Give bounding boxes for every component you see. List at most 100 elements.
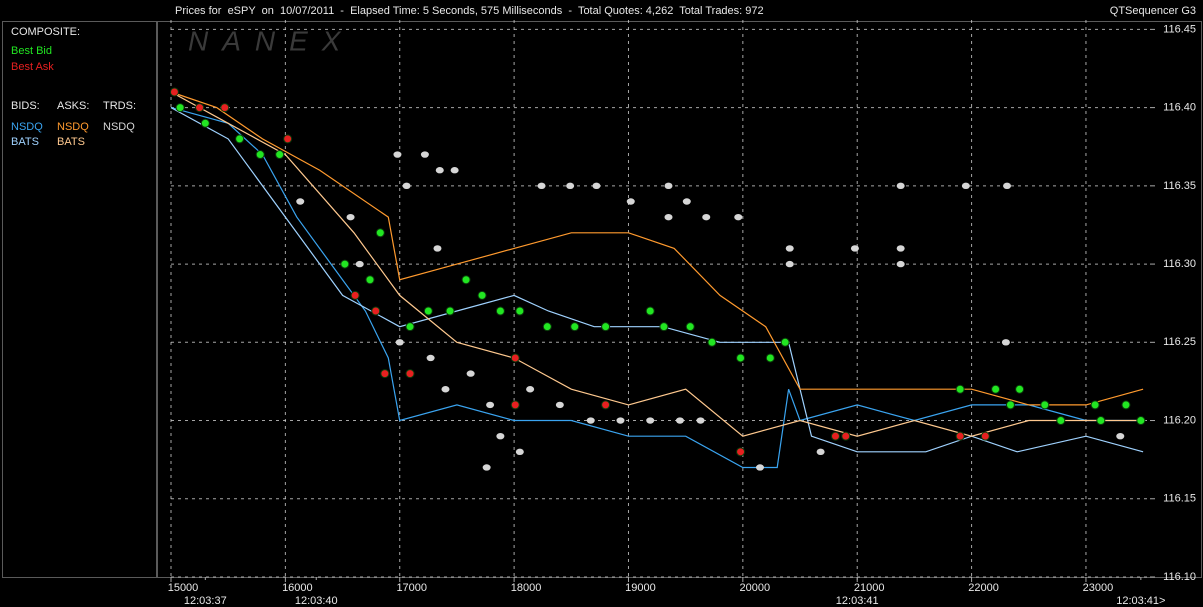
x-tick-label: 22000	[968, 582, 999, 594]
trade-dot	[566, 182, 575, 190]
trade-dot	[756, 464, 765, 471]
legend-panel	[2, 21, 157, 578]
trade-dot	[420, 151, 429, 158]
trade-dot	[402, 182, 411, 190]
quote-marker	[685, 322, 695, 332]
quote-marker	[461, 275, 471, 285]
legend-item: BATS	[11, 136, 39, 148]
chart-title: Prices for eSPY on 10/07/2011 - Elapsed …	[175, 5, 764, 17]
legend-group-title: COMPOSITE:	[11, 26, 80, 38]
legend-group-title: TRDS:	[103, 100, 136, 112]
time-label: 12:03:37	[184, 595, 227, 607]
quote-marker	[1015, 384, 1025, 394]
time-label: 12:03:40	[295, 595, 338, 607]
trade-dot	[393, 151, 402, 158]
quote-marker	[645, 306, 655, 316]
trade-dot	[1001, 339, 1010, 346]
quote-marker	[175, 103, 185, 113]
x-tick-label: 17000	[396, 582, 427, 594]
quote-marker	[283, 134, 293, 144]
trade-dot	[896, 182, 905, 190]
quote-marker	[375, 228, 385, 238]
trade-dot	[1003, 182, 1012, 190]
x-tick-label: 21000	[854, 582, 885, 594]
quote-marker	[510, 400, 520, 410]
x-tick-label: 20000	[740, 582, 771, 594]
trade-dot	[395, 339, 404, 346]
quote-marker	[1121, 400, 1131, 410]
trade-dot	[785, 260, 794, 268]
trade-dot	[486, 401, 495, 409]
quote-marker	[1090, 400, 1100, 410]
quote-marker	[255, 150, 265, 160]
quote-marker	[707, 337, 717, 347]
trade-dot	[734, 213, 743, 221]
trade-dot	[896, 260, 905, 268]
y-tick-label: 116.30	[1163, 258, 1196, 270]
quote-marker	[542, 322, 552, 332]
quote-marker	[220, 103, 230, 113]
trade-dot	[586, 417, 595, 424]
trade-dot	[555, 401, 564, 409]
trade-dot	[664, 182, 673, 190]
x-tick-label: 15000	[168, 582, 199, 594]
trade-dot	[426, 354, 435, 362]
quote-marker	[1040, 400, 1050, 410]
quote-marker	[340, 259, 350, 269]
quote-marker	[1056, 416, 1066, 426]
legend-group-title: BIDS:	[11, 100, 40, 112]
y-tick-label: 116.20	[1163, 414, 1196, 426]
quote-marker	[955, 384, 965, 394]
legend-item: Best Bid	[11, 45, 52, 57]
quote-marker	[380, 369, 390, 379]
trade-dot	[850, 245, 859, 252]
quote-marker	[371, 306, 381, 316]
quote-marker	[1136, 416, 1146, 426]
trade-dot	[450, 167, 459, 174]
quote-marker	[601, 400, 611, 410]
quote-marker	[405, 322, 415, 332]
quote-marker	[841, 431, 851, 441]
quote-marker	[570, 322, 580, 332]
quote-marker	[955, 431, 965, 441]
trade-dot	[696, 417, 705, 424]
trade-dot	[466, 370, 475, 377]
trade-dot	[896, 245, 905, 252]
trade-dot	[961, 182, 970, 190]
quote-marker	[495, 306, 505, 316]
quote-marker	[991, 384, 1001, 394]
price-line	[170, 107, 1144, 469]
y-tick-label: 116.15	[1163, 493, 1196, 505]
trade-dot	[355, 260, 364, 268]
quote-marker	[765, 353, 775, 363]
time-label: 12:03:41>	[1116, 595, 1165, 607]
legend-item: NSDQ	[11, 121, 43, 133]
legend-item: NSDQ	[57, 121, 89, 133]
quote-marker	[195, 103, 205, 113]
y-tick-label: 116.35	[1163, 180, 1196, 192]
trade-dot	[646, 417, 655, 424]
quote-marker	[830, 431, 840, 441]
trade-dot	[515, 448, 524, 456]
watermark: NANEX	[188, 25, 354, 56]
trade-dot	[682, 198, 691, 205]
quote-marker	[780, 337, 790, 347]
quote-marker	[659, 322, 669, 332]
trade-dot	[1116, 432, 1125, 440]
quote-marker	[1005, 400, 1015, 410]
trade-dot	[346, 213, 355, 221]
quote-marker	[515, 306, 525, 316]
quote-marker	[445, 306, 455, 316]
x-tick-label: 23000	[1083, 582, 1114, 594]
legend-item: BATS	[57, 136, 85, 148]
trade-dot	[482, 464, 491, 471]
x-tick-label: 19000	[625, 582, 656, 594]
trade-dot	[526, 386, 535, 393]
y-tick-label: 116.10	[1163, 571, 1196, 583]
quote-marker	[275, 150, 285, 160]
y-tick-label: 116.45	[1163, 23, 1196, 35]
quote-marker	[510, 353, 520, 363]
x-tick-label: 16000	[282, 582, 313, 594]
